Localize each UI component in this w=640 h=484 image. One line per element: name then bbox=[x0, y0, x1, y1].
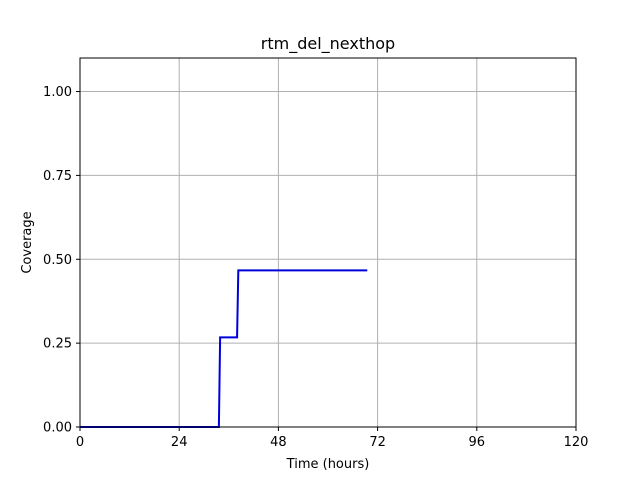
y-tick-label-4: 1.00 bbox=[43, 85, 72, 100]
x-tick-label-5: 120 bbox=[564, 435, 589, 450]
x-tick-label-3: 72 bbox=[369, 435, 386, 450]
x-tick-label-0: 0 bbox=[76, 435, 84, 450]
x-axis-label: Time (hours) bbox=[286, 457, 370, 472]
y-tick-label-3: 0.75 bbox=[43, 169, 72, 184]
x-tick-label-4: 96 bbox=[469, 435, 486, 450]
axes-frame bbox=[79, 57, 577, 428]
x-tick-label-2: 48 bbox=[270, 435, 287, 450]
y-axis-label: Coverage bbox=[20, 211, 35, 273]
chart-title: rtm_del_nexthop bbox=[261, 34, 395, 54]
x-tick-label-1: 24 bbox=[171, 435, 188, 450]
axis-ticks: 0 24 48 72 96 120 0.00 0.25 0.50 0.75 1.00 bbox=[43, 85, 588, 450]
y-tick-label-0: 0.00 bbox=[43, 421, 72, 436]
y-tick-label-2: 0.50 bbox=[43, 253, 72, 268]
y-tick-label-1: 0.25 bbox=[43, 337, 72, 352]
